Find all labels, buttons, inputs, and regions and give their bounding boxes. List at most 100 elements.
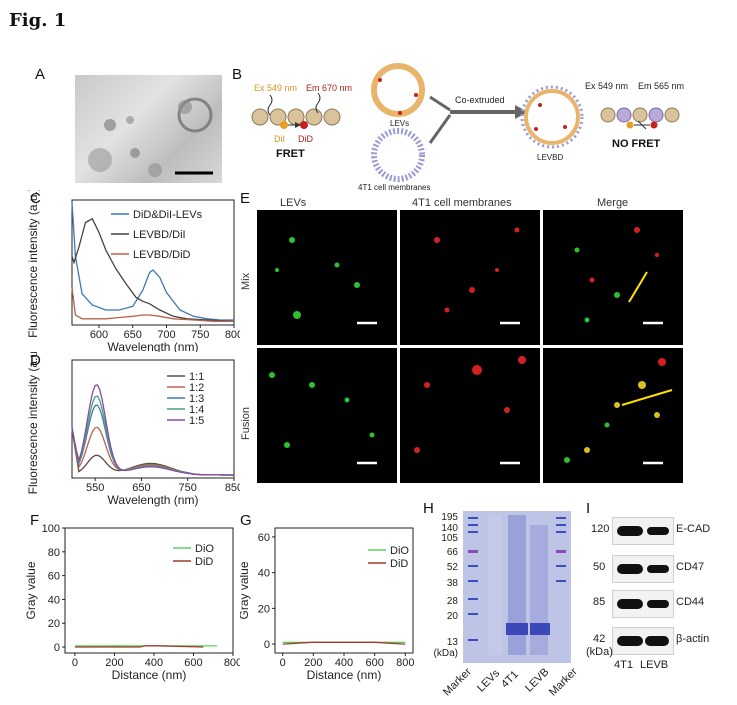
plot-frame bbox=[71, 359, 235, 479]
blot-cd44 bbox=[612, 590, 674, 618]
chart-d: 550 650 750 850 Wavelength (nm) Fluorescence … bbox=[26, 352, 240, 507]
levs-label: LEVs bbox=[390, 119, 409, 128]
panel-b-label: B bbox=[232, 66, 243, 83]
em-right: Em 565 nm bbox=[638, 81, 684, 91]
y-axis-label: Fluorescence intensity (a.u.) bbox=[26, 352, 40, 494]
label-ecad: E-CAD bbox=[676, 523, 711, 535]
mw-ecad: 120 bbox=[591, 523, 610, 535]
y-tick-label: 80 bbox=[48, 547, 60, 559]
label-cd44: CD44 bbox=[676, 596, 705, 608]
y-tick-label: 40 bbox=[48, 594, 60, 606]
y-axis-label: Gray value bbox=[240, 561, 251, 619]
series-line-did-dii-levs bbox=[71, 202, 234, 321]
legend-label: 1:5 bbox=[189, 415, 204, 427]
series-line-1-5 bbox=[71, 384, 234, 476]
fusion-profile-line bbox=[621, 389, 673, 406]
panel-e-label: E bbox=[240, 190, 251, 207]
legend-label: DiD bbox=[390, 558, 408, 570]
panel-d-label: D bbox=[30, 352, 41, 369]
row-mix: Mix bbox=[240, 272, 252, 290]
blot-cd47 bbox=[612, 555, 674, 583]
y-tick-label: 20 bbox=[258, 603, 270, 615]
y-tick-label: 60 bbox=[258, 532, 270, 544]
col-levs: LEVs bbox=[280, 197, 307, 209]
no-fret-label: NO FRET bbox=[612, 138, 661, 150]
ex-right: Ex 549 nm bbox=[585, 81, 628, 91]
x-axis-label: Distance (nm) bbox=[307, 668, 382, 682]
figure-title: Fig. 1 bbox=[9, 10, 67, 31]
x-tick-label: 600 bbox=[184, 657, 202, 669]
series-line-did bbox=[282, 641, 406, 645]
panel-h-label: H bbox=[423, 500, 434, 517]
fret-membrane bbox=[251, 92, 341, 129]
coextruded-label: Co-extruded bbox=[455, 95, 505, 105]
marker-labels: 195 140 105 66 52 38 28 20 13 (kDa) bbox=[433, 512, 458, 659]
y-axis-label: Gray value bbox=[25, 561, 38, 619]
panel-a-label: A bbox=[35, 66, 46, 83]
blot-actin bbox=[612, 627, 674, 655]
x-tick-label: 800 bbox=[224, 657, 240, 669]
x-tick-label: 200 bbox=[105, 657, 123, 669]
x-tick-label: 600 bbox=[365, 657, 383, 669]
schematic-diagram: Ex 549 nm Em 670 nm DiI DiD FRET LEVs 4T… bbox=[251, 63, 684, 192]
label-cd47: CD47 bbox=[676, 561, 705, 573]
x-tick-label: 800 bbox=[225, 329, 240, 341]
series-line-1-2 bbox=[71, 426, 234, 476]
lane-levb: LEVB bbox=[640, 659, 669, 671]
gel-lane-labels: Marker LEVs 4T1 LEVB Marker bbox=[441, 665, 580, 699]
no-fret-membrane bbox=[600, 107, 680, 130]
lev-vesicle bbox=[371, 63, 425, 117]
legend-label: DiO bbox=[390, 545, 409, 557]
x-tick-label: 550 bbox=[86, 482, 104, 494]
dii-label: DiI bbox=[274, 134, 285, 144]
mw-actin: 42 bbox=[593, 633, 606, 645]
mw-cd47: 50 bbox=[593, 561, 606, 573]
col-merge: Merge bbox=[597, 197, 629, 209]
x-tick-label: 400 bbox=[335, 657, 353, 669]
panel-g-label: G bbox=[240, 512, 252, 529]
col-membranes: 4T1 cell membranes bbox=[412, 197, 512, 209]
x-tick-label: 650 bbox=[132, 482, 150, 494]
mix-profile-line bbox=[628, 271, 648, 303]
panel-i-label: I bbox=[586, 500, 591, 517]
scale-bars bbox=[357, 321, 663, 465]
x-tick-label: 200 bbox=[304, 657, 322, 669]
panel-f-label: F bbox=[30, 512, 40, 529]
y-tick-label: 0 bbox=[264, 639, 270, 651]
tem-particles bbox=[88, 97, 213, 177]
fret-label: FRET bbox=[276, 148, 305, 160]
legend-label: LEVBD/DiD bbox=[133, 249, 191, 261]
y-tick-label: 40 bbox=[258, 568, 270, 580]
x-tick-label: 400 bbox=[145, 657, 163, 669]
plot-frame bbox=[71, 199, 235, 326]
x-tick-label: 0 bbox=[72, 657, 78, 669]
x-axis-label: Wavelength (nm) bbox=[108, 493, 199, 507]
sds-gel bbox=[463, 511, 571, 663]
membrane-vesicle bbox=[371, 128, 425, 182]
levbd-vesicle bbox=[524, 89, 580, 145]
row-fusion: Fusion bbox=[240, 406, 252, 440]
legend-label: DiD&DiI-LEVs bbox=[133, 209, 203, 221]
did-label: DiD bbox=[298, 134, 313, 144]
x-tick-label: 850 bbox=[225, 482, 240, 494]
x-tick-label: 800 bbox=[396, 657, 414, 669]
y-tick-label: 20 bbox=[48, 618, 60, 630]
legend-label: 1:4 bbox=[189, 404, 204, 416]
microscopy-grid bbox=[257, 210, 683, 483]
chart-c: 600 650 700 750 800 Wavelength (nm) Fluorescen… bbox=[26, 190, 240, 352]
legend-label: DiO bbox=[195, 543, 214, 555]
ex-left: Ex 549 nm bbox=[254, 83, 297, 93]
x-tick-label: 0 bbox=[280, 657, 286, 669]
x-tick-label: 700 bbox=[157, 329, 175, 341]
x-tick-label: 600 bbox=[90, 329, 108, 341]
series-line-did bbox=[74, 645, 204, 648]
panel-c-label: C bbox=[30, 190, 41, 207]
series-line-1-1 bbox=[71, 428, 234, 476]
x-tick-label: 750 bbox=[191, 329, 209, 341]
legend-label: LEVBD/DiI bbox=[133, 229, 186, 241]
x-tick-label: 650 bbox=[124, 329, 142, 341]
membranes-label: 4T1 cell membranes bbox=[358, 183, 430, 192]
legend-label: 1:1 bbox=[189, 371, 204, 383]
y-axis-label: Fluorescence intensity (a.u.) bbox=[26, 190, 40, 338]
series-line-levbd-dii bbox=[71, 217, 235, 322]
